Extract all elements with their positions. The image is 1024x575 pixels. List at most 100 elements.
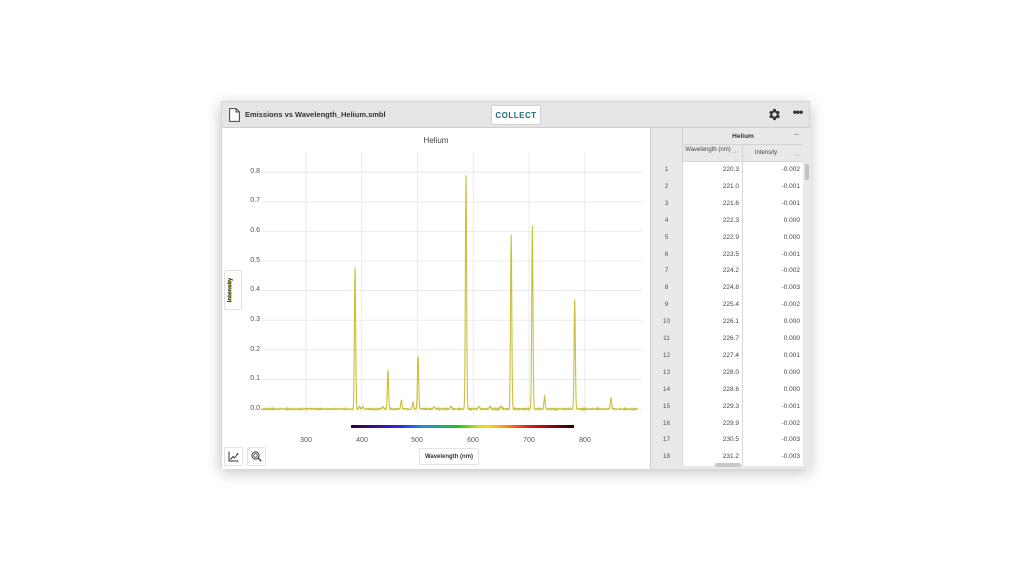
column-header-wavelength[interactable]: Wavelength (nm) ···: [682, 145, 742, 162]
wavelength-cell[interactable]: 221.6: [682, 195, 742, 213]
y-tick: 0.4: [250, 286, 260, 293]
row-number: 1: [651, 162, 682, 179]
wavelength-cell[interactable]: 231.2: [682, 449, 742, 467]
row-number: 13: [651, 364, 682, 382]
dataset-title: Helium: [732, 132, 754, 140]
intensity-cell[interactable]: 0.000: [742, 331, 803, 348]
table-row[interactable]: 10 226.1 0.000: [651, 314, 803, 332]
wavelength-cell[interactable]: 229.9: [682, 415, 742, 433]
intensity-cell[interactable]: 0.000: [742, 314, 803, 332]
wavelength-cell[interactable]: 225.4: [682, 297, 742, 315]
horizontal-scrollbar[interactable]: [715, 463, 741, 467]
intensity-cell[interactable]: 0.000: [742, 229, 803, 247]
zoom-icon: [251, 451, 262, 462]
x-axis-selector[interactable]: Wavelength (nm): [419, 448, 479, 465]
y-axis-label: Intensity: [227, 277, 234, 303]
title-bar: Emissions vs Wavelength_Helium.smbl COLL…: [222, 102, 809, 128]
table-row[interactable]: 6 223.5 -0.001: [651, 246, 803, 264]
row-number: 10: [651, 314, 682, 332]
intensity-cell[interactable]: -0.001: [742, 398, 803, 416]
x-tick: 300: [300, 437, 312, 444]
row-number: 15: [651, 398, 682, 416]
y-tick: 0.5: [250, 257, 260, 264]
plot-area[interactable]: [222, 128, 650, 469]
series-color-swatch: [229, 279, 231, 301]
app-window: Emissions vs Wavelength_Helium.smbl COLL…: [221, 101, 811, 469]
dataset-menu-icon[interactable]: ···: [793, 132, 800, 139]
wavelength-cell[interactable]: 224.2: [682, 263, 742, 281]
wavelength-cell[interactable]: 221.0: [682, 178, 742, 196]
intensity-cell[interactable]: -0.003: [742, 280, 803, 298]
wavelength-cell[interactable]: 226.7: [682, 331, 742, 348]
file-icon: [229, 108, 240, 122]
intensity-cell[interactable]: -0.001: [742, 246, 803, 264]
column-label: Wavelength (nm): [685, 147, 731, 153]
table-row[interactable]: 15 229.3 -0.001: [651, 398, 803, 416]
row-number: 7: [651, 263, 682, 281]
gear-icon[interactable]: [767, 107, 782, 122]
table-row[interactable]: 14 228.6 0.000: [651, 381, 803, 399]
wavelength-cell[interactable]: 224.8: [682, 280, 742, 298]
intensity-cell[interactable]: 0.000: [742, 381, 803, 399]
intensity-cell[interactable]: -0.001: [742, 195, 803, 213]
wavelength-cell[interactable]: 228.6: [682, 381, 742, 399]
wavelength-cell[interactable]: 220.3: [682, 162, 742, 179]
y-tick: 0.3: [250, 316, 260, 323]
row-number: 11: [651, 331, 682, 348]
wavelength-cell[interactable]: 228.0: [682, 364, 742, 382]
table-row[interactable]: 13 228.0 0.000: [651, 364, 803, 382]
wavelength-cell[interactable]: 222.3: [682, 212, 742, 230]
x-tick: 500: [411, 437, 423, 444]
intensity-cell[interactable]: 0.000: [742, 364, 803, 382]
spectrum-line: [261, 175, 638, 412]
intensity-cell[interactable]: -0.003: [742, 449, 803, 467]
y-tick: 0.7: [250, 197, 260, 204]
table-row[interactable]: 18 231.2 -0.003: [651, 449, 803, 467]
collect-button[interactable]: COLLECT: [491, 105, 541, 125]
column-header-intensity[interactable]: Intensity ···: [742, 145, 803, 162]
row-number: 8: [651, 280, 682, 298]
table-row[interactable]: 4 222.3 0.000: [651, 212, 803, 230]
visible-spectrum-bar: [351, 425, 574, 428]
table-row[interactable]: 12 227.4 0.001: [651, 347, 803, 365]
wavelength-cell[interactable]: 230.5: [682, 432, 742, 450]
more-options-icon[interactable]: •••: [792, 105, 804, 119]
wavelength-cell[interactable]: 226.1: [682, 314, 742, 332]
wavelength-cell[interactable]: 229.3: [682, 398, 742, 416]
intensity-cell[interactable]: -0.002: [742, 162, 803, 179]
y-tick: 0.6: [250, 227, 260, 234]
table-row[interactable]: 17 230.5 -0.003: [651, 432, 803, 450]
table-row[interactable]: 7 224.2 -0.002: [651, 263, 803, 281]
x-tick: 600: [467, 437, 479, 444]
wavelength-cell[interactable]: 227.4: [682, 347, 742, 365]
column-menu-icon[interactable]: ···: [793, 152, 800, 159]
table-row[interactable]: 16 229.9 -0.002: [651, 415, 803, 433]
zoom-button[interactable]: [247, 447, 266, 466]
table-row[interactable]: 1 220.3 -0.002: [651, 162, 803, 179]
table-row[interactable]: 9 225.4 -0.002: [651, 297, 803, 315]
intensity-cell[interactable]: -0.002: [742, 415, 803, 433]
row-number: 4: [651, 212, 682, 230]
intensity-cell[interactable]: -0.001: [742, 178, 803, 196]
table-row[interactable]: 3 221.6 -0.001: [651, 195, 803, 213]
intensity-cell[interactable]: -0.003: [742, 432, 803, 450]
wavelength-cell[interactable]: 223.5: [682, 246, 742, 264]
chart-title: Helium: [423, 136, 449, 145]
intensity-cell[interactable]: 0.001: [742, 347, 803, 365]
table-row[interactable]: 11 226.7 0.000: [651, 331, 803, 348]
vertical-scrollbar[interactable]: [805, 164, 809, 180]
table-row[interactable]: 5 222.9 0.000: [651, 229, 803, 247]
y-tick: 0.8: [250, 168, 260, 175]
intensity-cell[interactable]: 0.000: [742, 212, 803, 230]
column-menu-icon[interactable]: ···: [732, 149, 739, 156]
wavelength-cell[interactable]: 222.9: [682, 229, 742, 247]
graph-options-button[interactable]: [224, 447, 243, 466]
table-row[interactable]: 2 221.0 -0.001: [651, 178, 803, 196]
intensity-cell[interactable]: -0.002: [742, 297, 803, 315]
table-row[interactable]: 8 224.8 -0.003: [651, 280, 803, 298]
y-axis-selector[interactable]: Intensity: [224, 270, 242, 310]
y-tick: 0.2: [250, 346, 260, 353]
intensity-cell[interactable]: -0.002: [742, 263, 803, 281]
row-number: 6: [651, 246, 682, 264]
dataset-header: Helium ···: [682, 128, 803, 145]
